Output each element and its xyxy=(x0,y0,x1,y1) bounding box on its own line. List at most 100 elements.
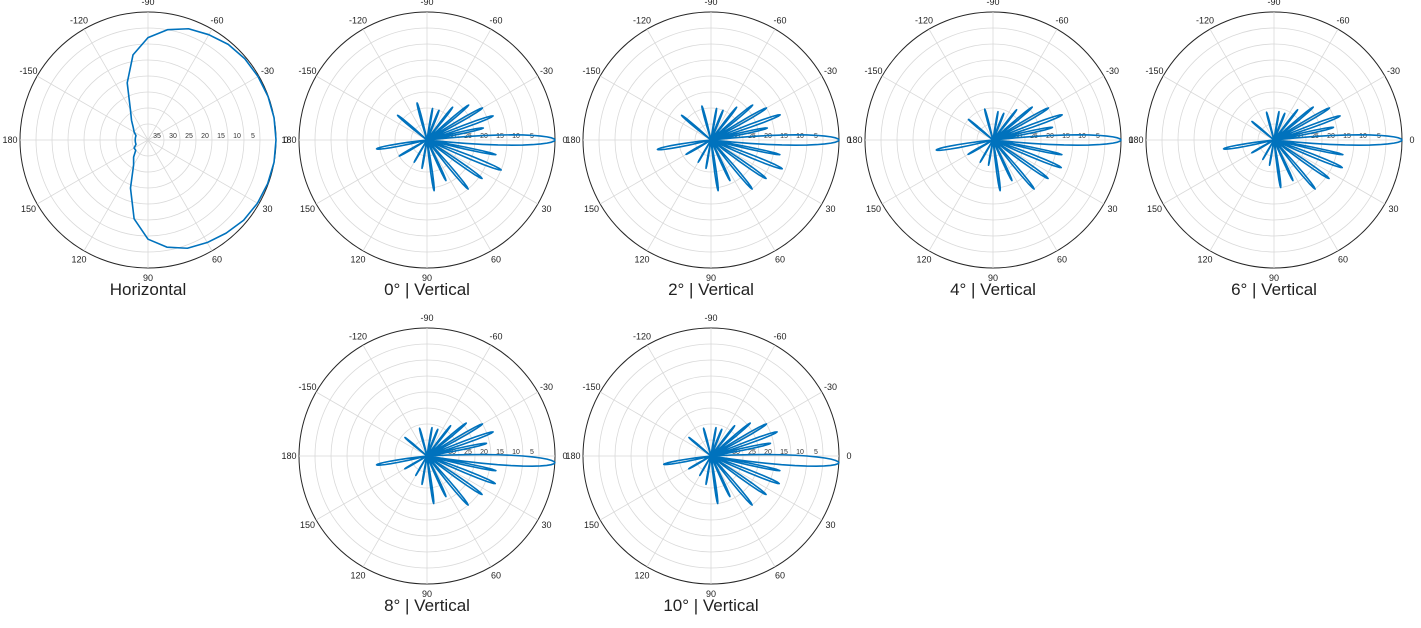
grid-spoke xyxy=(710,455,823,521)
chart-caption: 6° | Vertical xyxy=(1231,280,1317,299)
grid-spoke xyxy=(992,28,1058,141)
angle-tick-label: -30 xyxy=(261,66,274,76)
angle-tick-label: -150 xyxy=(298,382,316,392)
angle-tick-label: -150 xyxy=(582,382,600,392)
radial-tick-label: 10 xyxy=(512,449,520,456)
angle-tick-label: -90 xyxy=(986,0,999,7)
angle-tick-label: -60 xyxy=(1336,15,1349,25)
radial-tick-label: 30 xyxy=(732,449,740,456)
angle-tick-label: -120 xyxy=(1196,15,1214,25)
angle-tick-label: 90 xyxy=(143,273,153,283)
grid-spoke xyxy=(881,75,994,141)
radial-tick-label: 5 xyxy=(251,133,255,140)
angle-tick-label: -30 xyxy=(824,382,837,392)
angle-tick-label: 0 xyxy=(1409,135,1414,145)
grid-spoke xyxy=(362,28,428,141)
radial-tick-label: 25 xyxy=(748,449,756,456)
angle-tick-label: 150 xyxy=(300,520,315,530)
angle-tick-label: 0 xyxy=(562,451,567,461)
angle-tick-label: -120 xyxy=(633,15,651,25)
angle-tick-label: 0 xyxy=(283,135,288,145)
angle-tick-label: -90 xyxy=(141,0,154,7)
angle-tick-label: -60 xyxy=(773,331,786,341)
angle-tick-label: 60 xyxy=(212,255,222,265)
chart-caption: 4° | Vertical xyxy=(950,280,1036,299)
polar-chart-0: -90 -60 -30 0 30 60 90 120 150 180 -150 -120 35 30 25 2… xyxy=(2,0,288,299)
angle-tick-label: -90 xyxy=(704,313,717,323)
angle-tick-label: 90 xyxy=(1269,273,1279,283)
angle-tick-label: 150 xyxy=(866,204,881,214)
angle-tick-label: 90 xyxy=(706,273,716,283)
angle-tick-label: -120 xyxy=(349,331,367,341)
radial-tick-label: 15 xyxy=(780,133,788,140)
radial-tick-label: 10 xyxy=(1078,133,1086,140)
angle-tick-label: 120 xyxy=(71,255,86,265)
angle-tick-label: 90 xyxy=(422,589,432,599)
radial-tick-label: 5 xyxy=(814,133,818,140)
radial-tick-label: 20 xyxy=(480,133,488,140)
angle-tick-label: 150 xyxy=(584,204,599,214)
grid-spoke xyxy=(1273,28,1339,141)
angle-tick-label: 90 xyxy=(988,273,998,283)
angle-tick-label: -150 xyxy=(582,66,600,76)
grid-spoke xyxy=(147,28,213,141)
radial-tick-label: 15 xyxy=(780,449,788,456)
angle-tick-label: 0 xyxy=(846,135,851,145)
pattern-series-line xyxy=(935,106,1122,192)
angle-tick-label: 0 xyxy=(1128,135,1133,145)
grid-spoke xyxy=(315,391,428,457)
angle-tick-label: 60 xyxy=(1057,255,1067,265)
angle-tick-label: 120 xyxy=(350,571,365,581)
angle-tick-label: -90 xyxy=(1267,0,1280,7)
angle-tick-label: 120 xyxy=(916,255,931,265)
radial-tick-label: 30 xyxy=(732,133,740,140)
grid-spoke xyxy=(147,75,260,141)
angle-tick-label: 180 xyxy=(565,451,580,461)
radial-tick-label: 15 xyxy=(496,133,504,140)
radial-tick-label: 5 xyxy=(530,133,534,140)
angle-tick-label: 120 xyxy=(634,571,649,581)
radial-tick-label: 30 xyxy=(169,133,177,140)
radial-tick-label: 20 xyxy=(1327,133,1335,140)
angle-tick-label: -90 xyxy=(704,0,717,7)
grid-spoke xyxy=(1162,75,1275,141)
grid-spoke xyxy=(992,139,1105,205)
pattern-series-line xyxy=(662,422,840,506)
radial-tick-label: 35 xyxy=(153,133,161,140)
grid-spoke xyxy=(646,344,712,457)
angle-tick-label: -30 xyxy=(540,66,553,76)
radial-tick-label: 15 xyxy=(217,133,225,140)
angle-tick-label: 0 xyxy=(562,135,567,145)
grid-spoke xyxy=(426,28,492,141)
angle-tick-label: 180 xyxy=(281,135,296,145)
angle-tick-label: 180 xyxy=(565,135,580,145)
angle-tick-label: -30 xyxy=(1387,66,1400,76)
angle-tick-label: 60 xyxy=(491,571,501,581)
angle-tick-label: 60 xyxy=(775,255,785,265)
angle-tick-label: 120 xyxy=(350,255,365,265)
radial-tick-label: 20 xyxy=(201,133,209,140)
grid-spoke xyxy=(147,139,213,252)
grid-spoke xyxy=(710,455,776,568)
angle-tick-label: -90 xyxy=(420,0,433,7)
grid-spoke xyxy=(83,28,149,141)
angle-tick-label: -60 xyxy=(773,15,786,25)
grid-spoke xyxy=(992,139,1058,252)
radial-tick-label: 5 xyxy=(1096,133,1100,140)
radial-tick-label: 10 xyxy=(512,133,520,140)
radial-tick-label: 20 xyxy=(764,449,772,456)
angle-tick-label: -120 xyxy=(349,15,367,25)
radial-tick-label: 15 xyxy=(1062,133,1070,140)
radial-tick-label: 25 xyxy=(464,449,472,456)
radial-tick-label: 20 xyxy=(1046,133,1054,140)
angle-tick-label: 120 xyxy=(1197,255,1212,265)
angle-tick-label: -60 xyxy=(489,331,502,341)
angle-tick-label: 30 xyxy=(542,204,552,214)
angle-tick-label: 30 xyxy=(826,204,836,214)
angle-tick-label: 60 xyxy=(1338,255,1348,265)
angle-tick-label: -150 xyxy=(864,66,882,76)
angle-tick-label: 180 xyxy=(1128,135,1143,145)
chart-caption: Horizontal xyxy=(110,280,187,299)
pattern-series-line xyxy=(375,102,556,192)
